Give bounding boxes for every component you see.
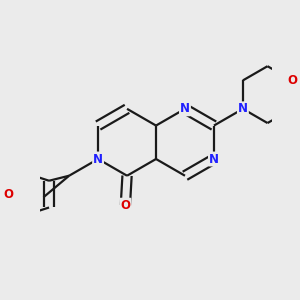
Text: N: N <box>209 152 219 166</box>
Text: O: O <box>3 188 13 201</box>
Text: O: O <box>287 74 297 87</box>
Text: N: N <box>180 102 190 115</box>
Text: N: N <box>238 102 248 115</box>
Text: N: N <box>93 152 103 166</box>
Text: O: O <box>120 199 130 212</box>
